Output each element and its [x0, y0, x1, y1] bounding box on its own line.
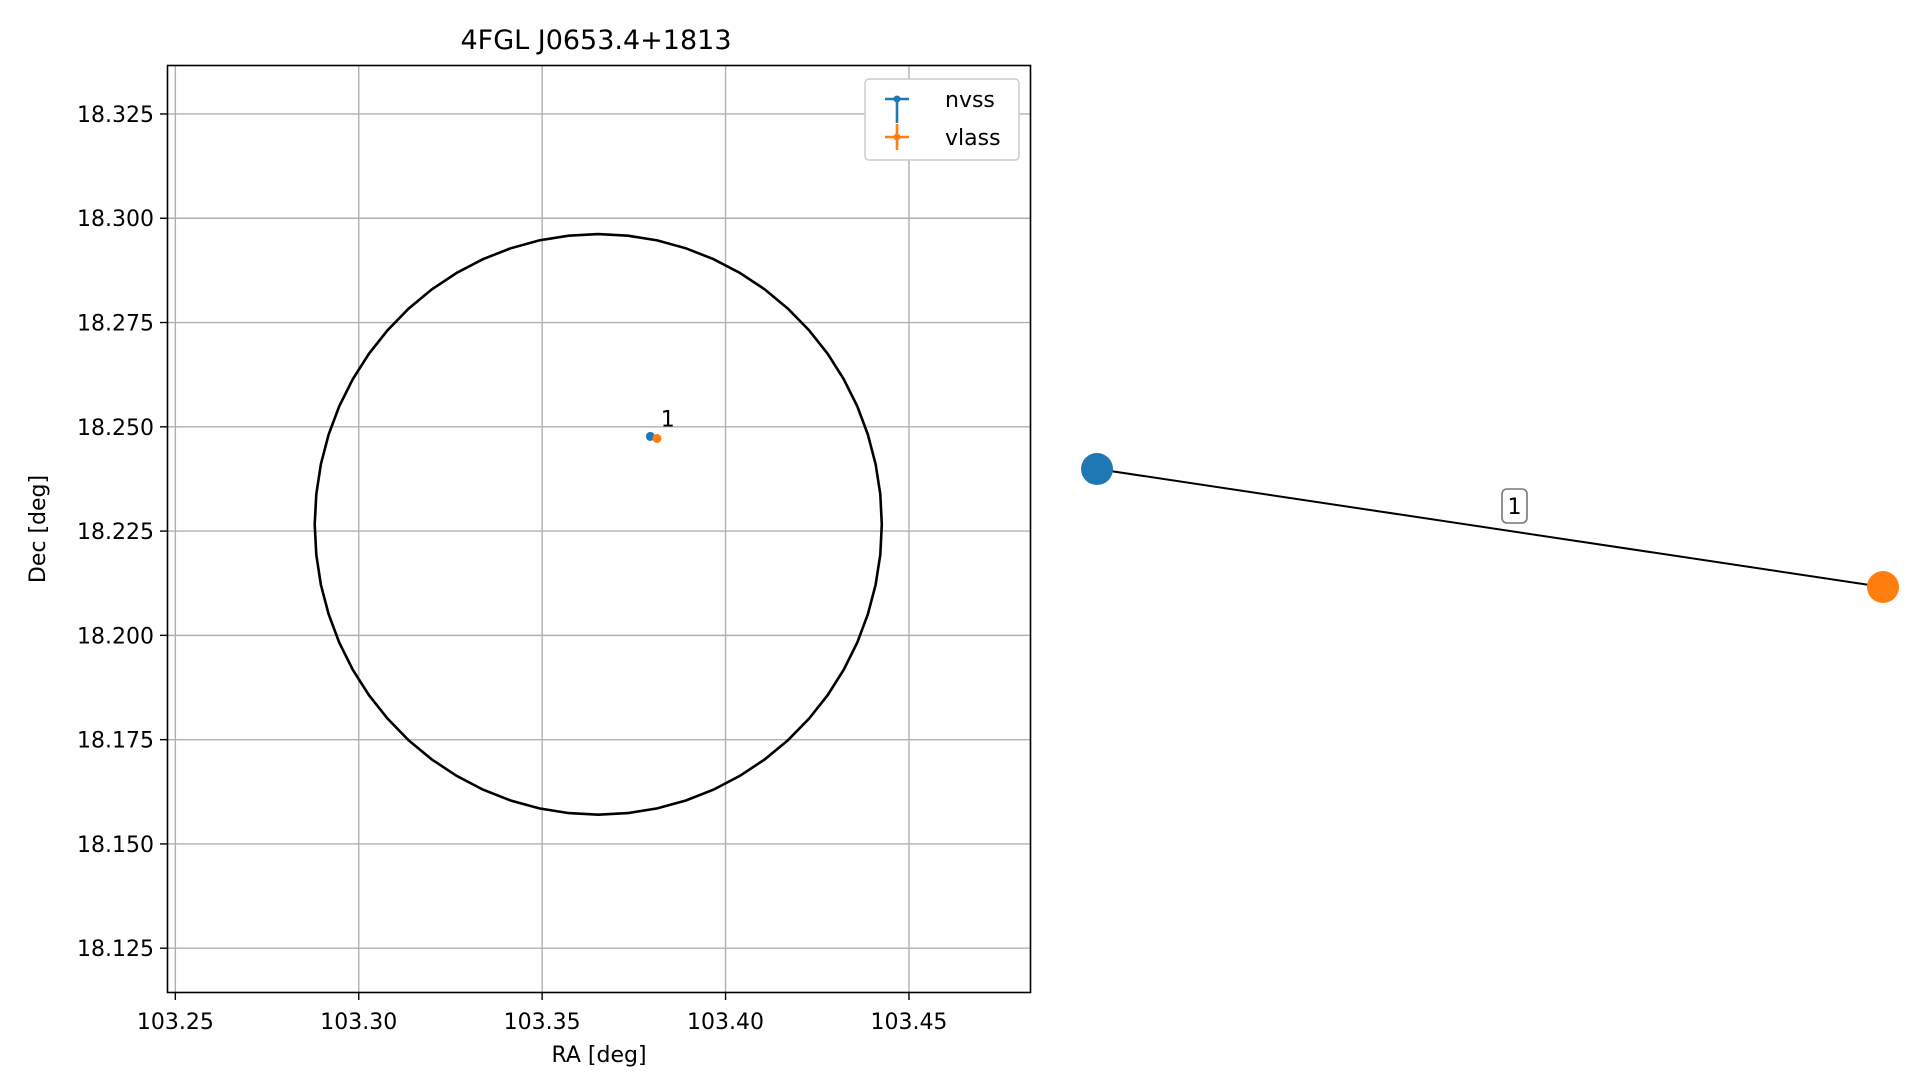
x-axis-label: RA [deg]	[551, 1043, 646, 1068]
point-vlass	[652, 433, 662, 443]
legend-marker-nvss	[885, 95, 909, 123]
x-tick-label: 103.40	[687, 1010, 764, 1035]
point-annotation: 1	[661, 407, 675, 432]
y-tick-label: 18.300	[77, 207, 154, 232]
y-axis-label: Dec [deg]	[26, 475, 51, 583]
x-tick-label: 103.30	[320, 1010, 397, 1035]
y-tick-label: 18.325	[77, 103, 154, 128]
y-tick-label: 18.125	[77, 937, 154, 962]
y-tick-label: 18.175	[77, 729, 154, 754]
y-tick-label: 18.150	[77, 833, 154, 858]
legend: nvss vlass	[864, 78, 1020, 161]
legend-marker-vlass	[885, 124, 909, 150]
chart-title: 4FGL J0653.4+1813	[460, 25, 731, 56]
edge-label-box	[1501, 488, 1528, 524]
legend-label-vlass: vlass	[945, 126, 1001, 151]
x-axis-ticks: 103.25 103.30 103.35 103.40 103.45	[137, 992, 947, 1035]
legend-label-nvss: nvss	[945, 88, 995, 113]
y-tick-label: 18.275	[77, 312, 154, 337]
y-tick-label: 18.250	[77, 416, 154, 441]
network-node-vlass	[1867, 571, 1899, 603]
edge-label-text: 1	[1508, 495, 1522, 520]
x-tick-label: 103.35	[504, 1010, 581, 1035]
data-points	[645, 431, 662, 443]
error-ellipse	[313, 232, 884, 817]
network-edge	[1096, 468, 1884, 588]
x-tick-label: 103.45	[870, 1010, 947, 1035]
network-node-nvss	[1081, 453, 1113, 485]
network-panel: 1	[1081, 453, 1899, 603]
plot-frame	[166, 64, 1032, 994]
y-tick-label: 18.225	[77, 520, 154, 545]
scatter-panel: 4FGL J0653.4+1813 1 103.25 103.30 103.35 10…	[26, 25, 1032, 1068]
edge-label: 1	[1501, 488, 1528, 524]
x-tick-label: 103.25	[137, 1010, 214, 1035]
y-axis-ticks: 18.125 18.150 18.175 18.200 18.225 18.250 18.2…	[77, 103, 168, 962]
grid-lines	[168, 66, 1030, 992]
y-tick-label: 18.200	[77, 624, 154, 649]
